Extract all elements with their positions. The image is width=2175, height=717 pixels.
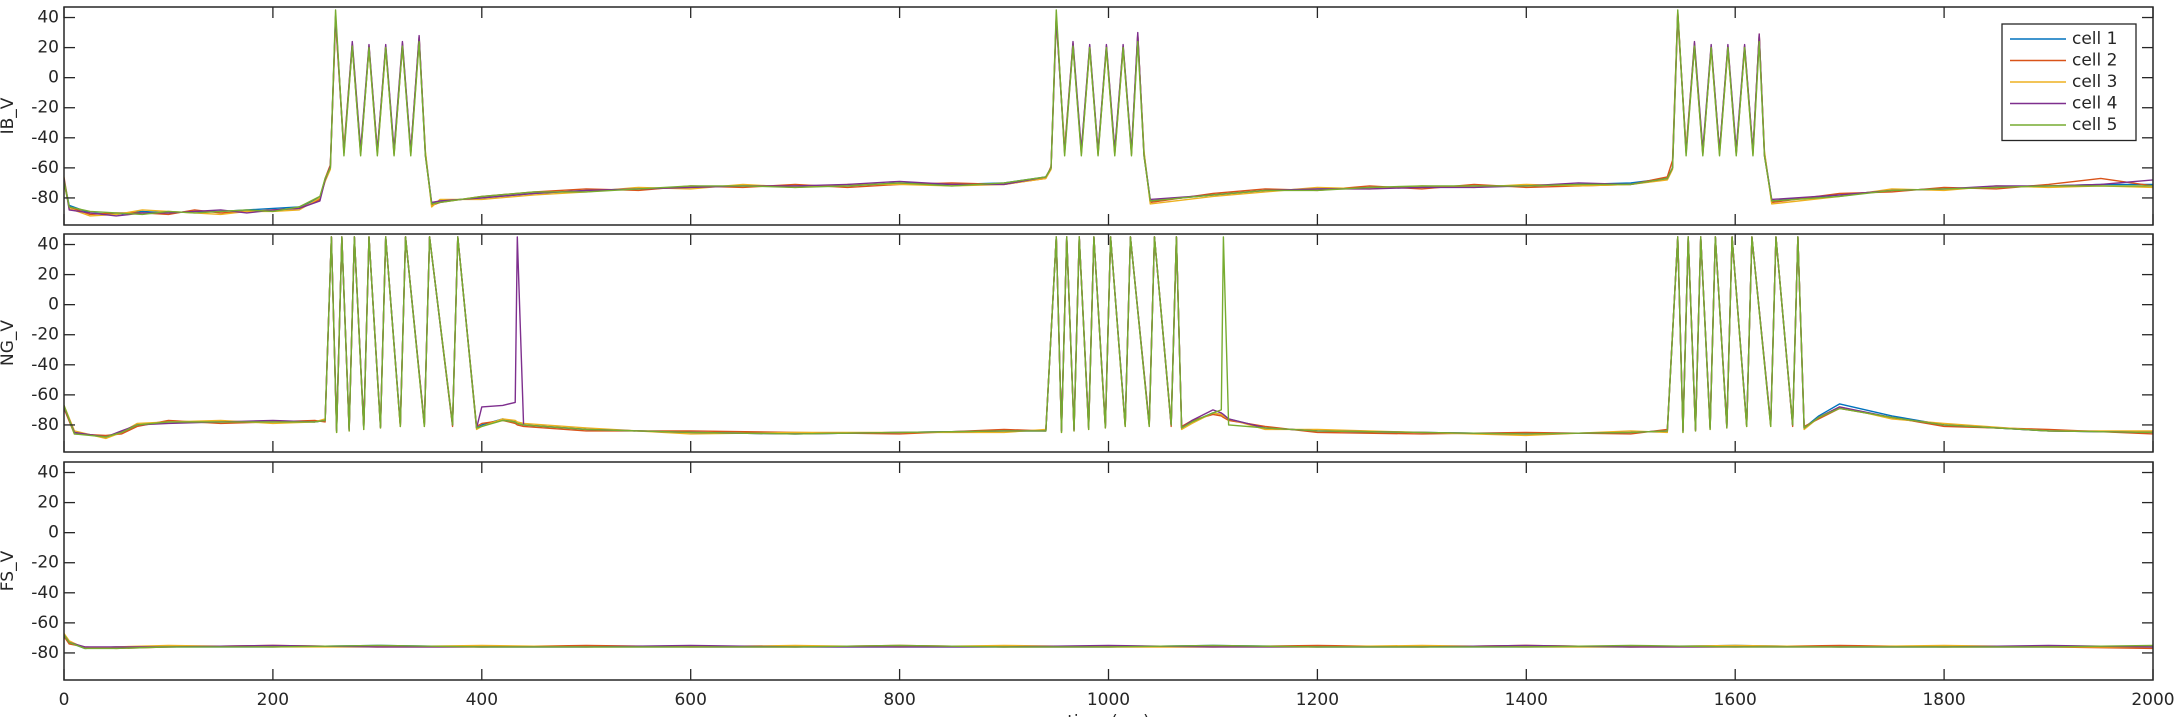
x-tick-label: 600	[674, 690, 706, 710]
x-axis-label: time (ms)	[1067, 712, 1150, 717]
y-tick-label: 0	[48, 523, 59, 543]
x-tick-label: 1800	[1922, 690, 1965, 710]
y-tick-label: 20	[37, 493, 59, 513]
y-tick-label: -20	[31, 98, 59, 118]
y-tick-label: -20	[31, 325, 59, 345]
x-tick-label: 1400	[1505, 690, 1548, 710]
y-tick-label: -40	[31, 128, 59, 148]
legend-label: cell 1	[2072, 29, 2117, 49]
y-axis-label: FS_V	[0, 550, 18, 591]
legend-label: cell 2	[2072, 51, 2117, 71]
y-tick-label: 20	[37, 265, 59, 285]
x-tick-label: 1000	[1087, 690, 1130, 710]
y-tick-label: 0	[48, 68, 59, 88]
x-tick-label: 1200	[1296, 690, 1339, 710]
trace	[64, 9, 2153, 216]
x-tick-label: 200	[257, 690, 289, 710]
x-tick-label: 400	[466, 690, 498, 710]
y-tick-label: 0	[48, 295, 59, 315]
y-axis-label: IB_V	[0, 97, 18, 134]
trace	[64, 634, 2153, 650]
y-tick-label: -60	[31, 158, 59, 178]
y-tick-label: -40	[31, 583, 59, 603]
legend-label: cell 5	[2072, 115, 2117, 135]
y-tick-label: -20	[31, 553, 59, 573]
y-tick-label: -80	[31, 643, 59, 663]
y-tick-label: 40	[37, 8, 59, 28]
x-tick-label: 1600	[1714, 690, 1757, 710]
y-tick-label: 20	[37, 38, 59, 58]
y-axis-label: NG_V	[0, 320, 18, 366]
y-tick-label: -60	[31, 613, 59, 633]
legend-label: cell 4	[2072, 94, 2117, 114]
x-tick-label: 0	[59, 690, 70, 710]
x-tick-label: 2000	[2131, 690, 2174, 710]
legend-label: cell 3	[2072, 72, 2117, 92]
y-tick-label: 40	[37, 463, 59, 483]
trace	[64, 236, 2153, 438]
y-tick-label: -80	[31, 188, 59, 208]
y-tick-label: 40	[37, 235, 59, 255]
y-tick-label: -40	[31, 355, 59, 375]
y-tick-label: -60	[31, 385, 59, 405]
y-tick-label: -80	[31, 415, 59, 435]
x-tick-label: 800	[883, 690, 915, 710]
